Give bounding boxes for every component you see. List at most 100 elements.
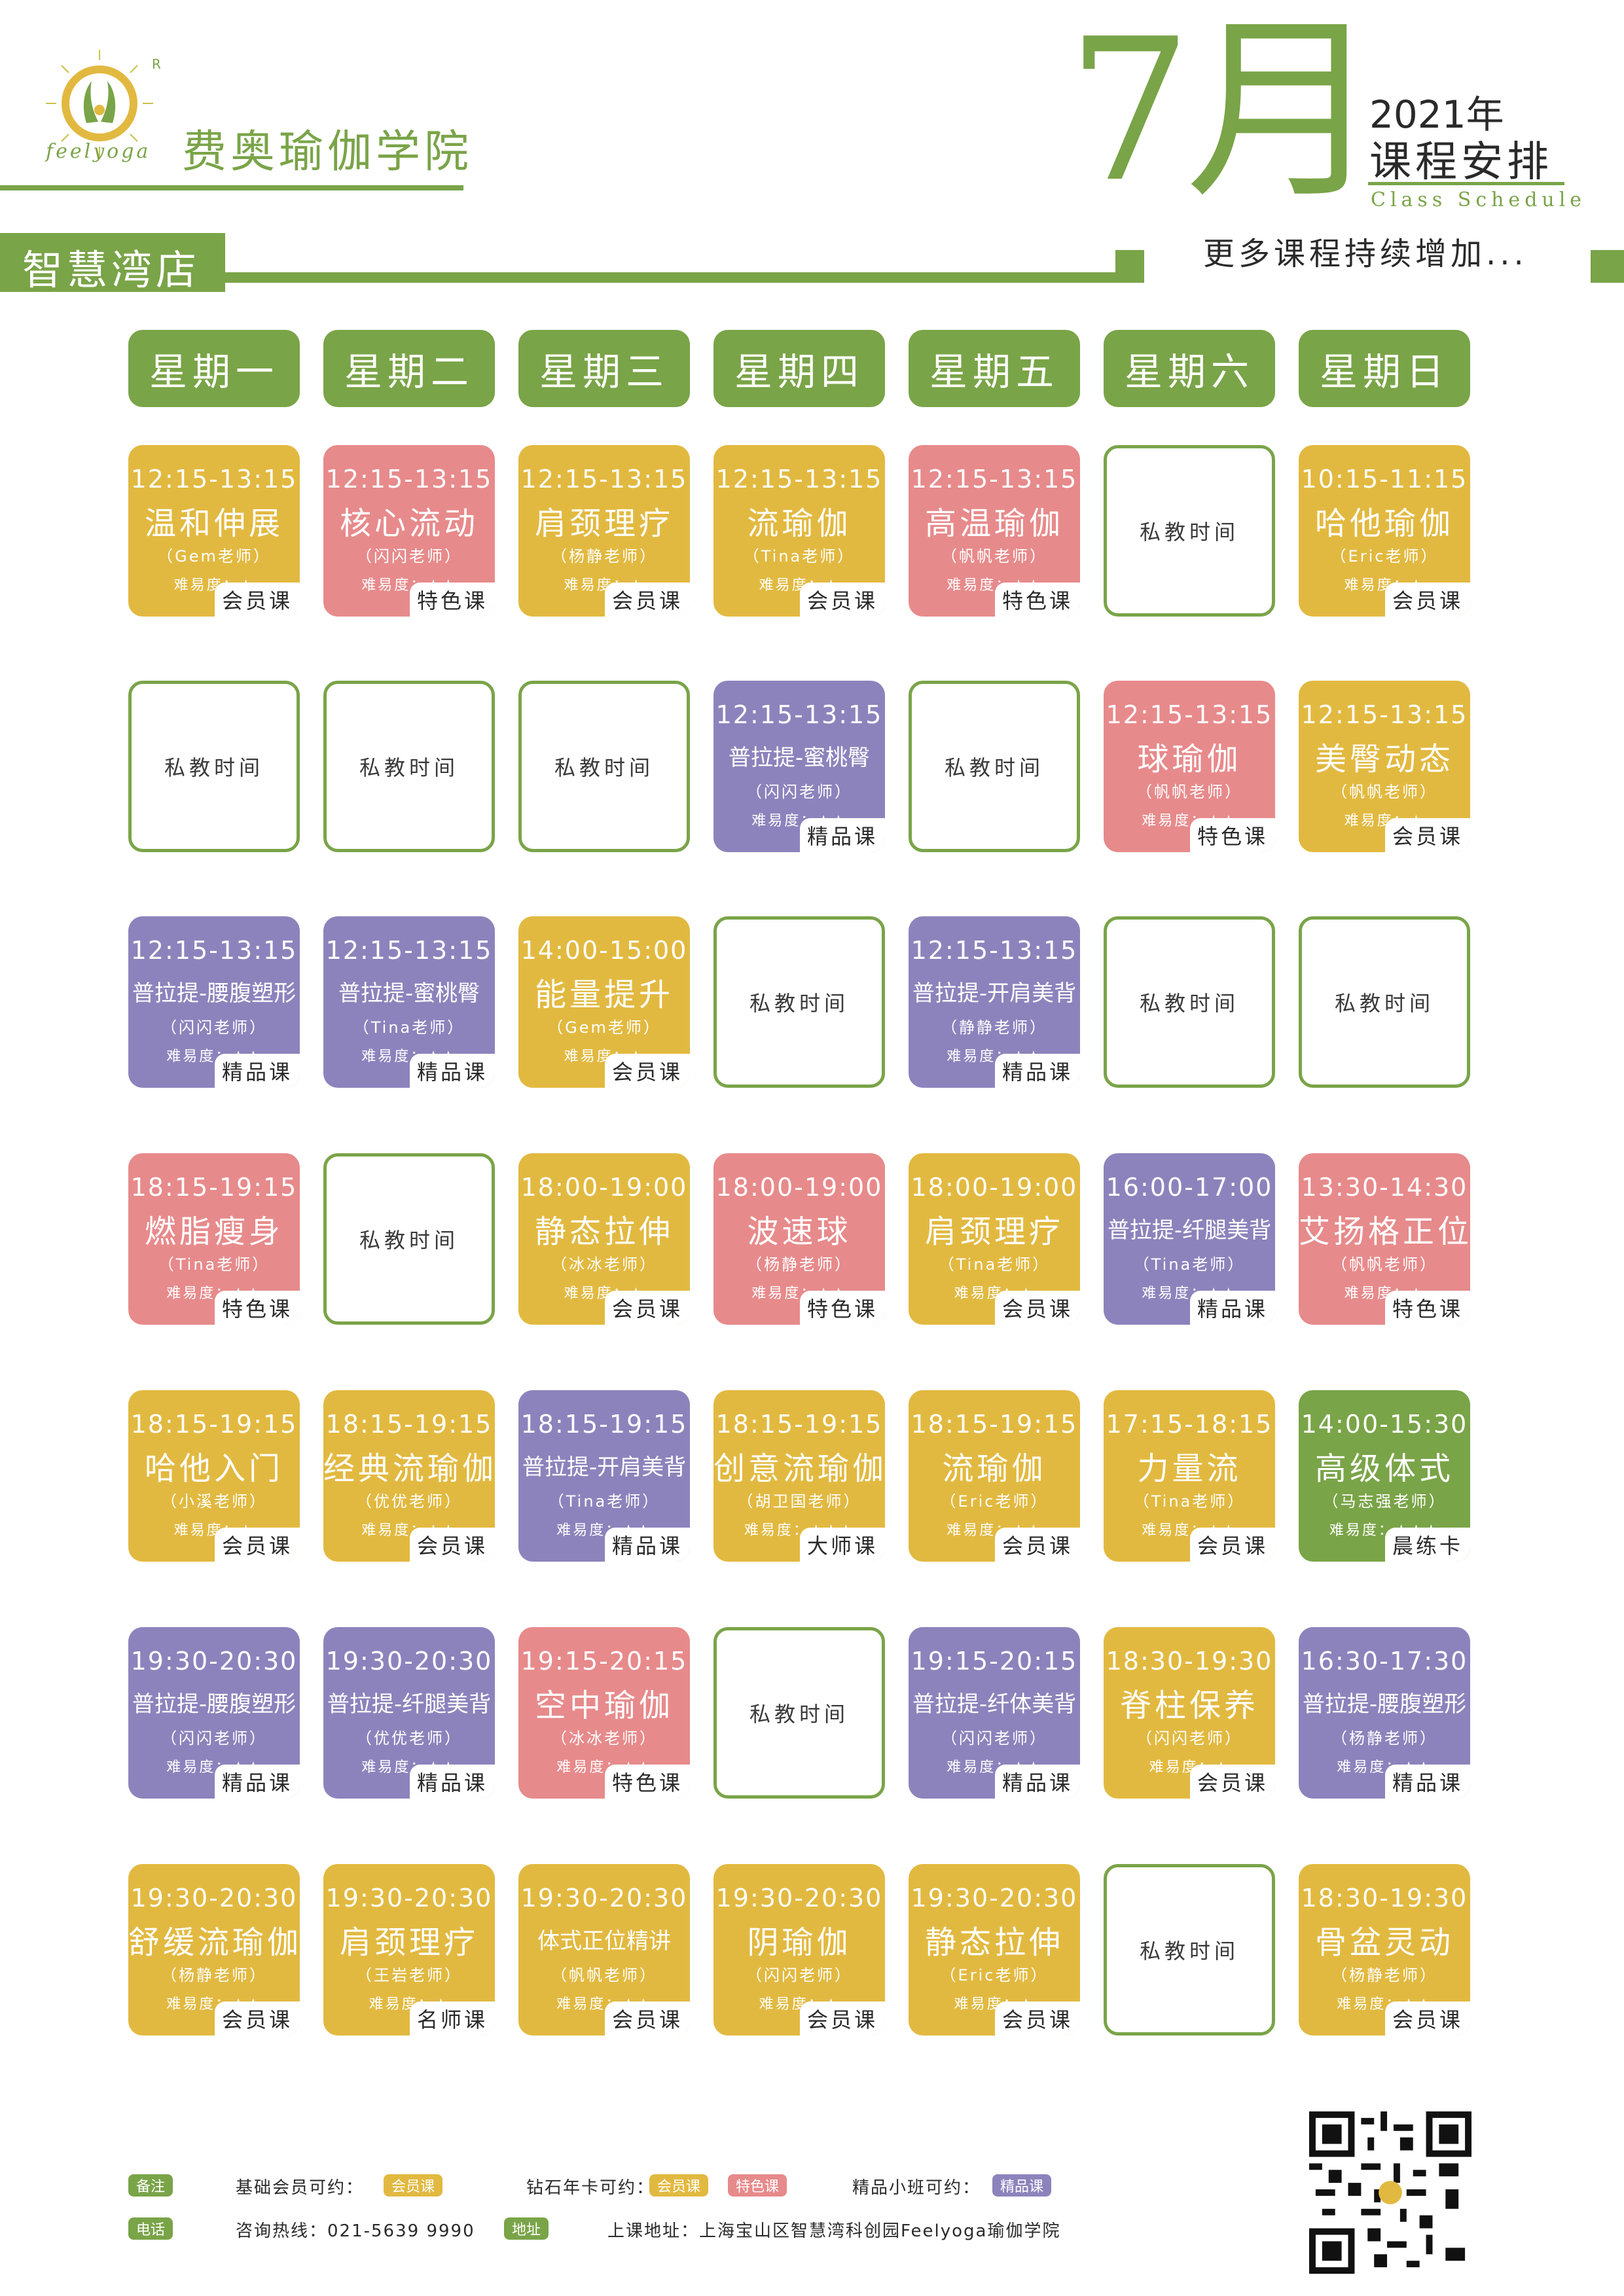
- basic-member-text: 基础会员可约：: [236, 2178, 365, 2198]
- class-teacher: （帆帆老师）: [1331, 783, 1437, 801]
- class-title: 普拉提-纤腿美背: [327, 1691, 492, 1717]
- class-time: 12:15-13:15: [520, 465, 688, 493]
- class-title: 能量提升: [534, 977, 674, 1013]
- month-title: 7月: [1067, 0, 1382, 225]
- private-label: 私教时间: [749, 1702, 849, 1727]
- class-teacher: （杨静老师）: [1331, 1966, 1437, 1984]
- class-teacher: （王岩老师）: [356, 1966, 462, 1984]
- class-tag: 精品课: [995, 1054, 1080, 1088]
- difficulty-label: 难易度：: [1329, 1522, 1395, 1539]
- private-session-card[interactable]: 私教时间: [1104, 1864, 1275, 2036]
- class-teacher: （闪闪老师）: [746, 1966, 852, 1984]
- day-header: 星期六: [1104, 330, 1275, 407]
- class-title: 普拉提-腰腹塑形: [132, 980, 297, 1007]
- class-time: 18:00-19:00: [520, 1173, 688, 1202]
- class-title: 流瑜伽: [942, 1450, 1047, 1487]
- private-session-card[interactable]: 私教时间: [1104, 445, 1275, 617]
- class-time: 18:00-19:00: [715, 1173, 883, 1202]
- class-tag: 特色课: [995, 583, 1080, 617]
- class-title: 燃脂瘦身: [144, 1213, 283, 1250]
- class-teacher: （杨静老师）: [746, 1255, 852, 1274]
- class-title: 高级体式: [1314, 1450, 1454, 1487]
- private-session-card[interactable]: 私教时间: [713, 1627, 885, 1799]
- private-label: 私教时间: [359, 1228, 459, 1253]
- diamond-chip-1: 会员课: [649, 2174, 709, 2197]
- private-session-card[interactable]: 私教时间: [518, 681, 690, 852]
- class-time: 19:30-20:30: [715, 1884, 883, 1912]
- class-tag: 会员课: [215, 2001, 300, 2036]
- qr-code-icon[interactable]: [1309, 2111, 1471, 2274]
- class-title: 脊柱保养: [1119, 1687, 1259, 1724]
- private-label: 私教时间: [1334, 991, 1434, 1016]
- class-title: 高温瑜伽: [924, 505, 1064, 542]
- school-name: 费奥瑜伽学院: [182, 126, 473, 178]
- class-tag: 特色课: [800, 1291, 885, 1325]
- private-label: 私教时间: [554, 755, 654, 780]
- class-time: 18:00-19:00: [911, 1173, 1078, 1202]
- class-time: 12:15-13:15: [715, 465, 883, 493]
- private-session-card[interactable]: 私教时间: [323, 681, 495, 852]
- private-session-card[interactable]: 私教时间: [713, 916, 885, 1088]
- class-tag: 精品课: [1190, 1291, 1275, 1325]
- class-title: 经典流瑜伽: [323, 1450, 495, 1487]
- day-header: 星期三: [518, 330, 690, 407]
- class-time: 19:30-20:30: [325, 1884, 493, 1912]
- class-title: 创意流瑜伽: [713, 1450, 885, 1487]
- private-session-card[interactable]: 私教时间: [1104, 916, 1275, 1088]
- class-tag: 特色课: [215, 1291, 300, 1325]
- class-tag: 会员课: [1385, 583, 1470, 617]
- logo-text: feelyoga: [46, 140, 151, 163]
- class-tag: 精品课: [995, 1765, 1080, 1799]
- class-time: 16:30-17:30: [1301, 1647, 1468, 1676]
- private-session-card[interactable]: 私教时间: [909, 681, 1080, 852]
- class-teacher: （杨静老师）: [161, 1966, 267, 1984]
- private-session-card[interactable]: 私教时间: [128, 681, 300, 852]
- private-label: 私教时间: [944, 755, 1044, 780]
- class-tag: 会员课: [995, 2001, 1080, 2036]
- class-title: 流瑜伽: [747, 505, 852, 542]
- feelyoga-logo: [46, 50, 153, 157]
- premium-chip: 精品课: [992, 2174, 1052, 2197]
- private-session-card[interactable]: 私教时间: [1299, 916, 1470, 1088]
- class-teacher: （Tina老师）: [938, 1255, 1051, 1274]
- private-session-card[interactable]: 私教时间: [323, 1153, 495, 1325]
